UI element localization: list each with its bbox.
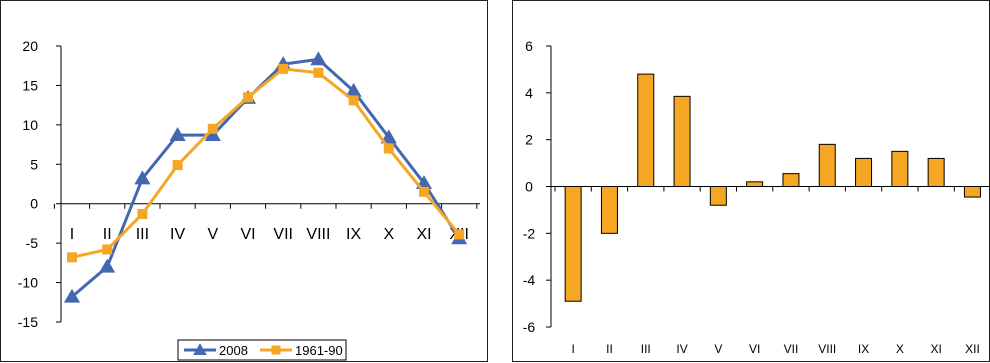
y-tick-label: -4 bbox=[523, 272, 536, 288]
y-tick-label: -15 bbox=[18, 314, 38, 330]
x-tick-label: VIII bbox=[818, 342, 836, 356]
data-point bbox=[271, 345, 281, 355]
temperature-line-chart: 20 15 10 5 0 -5 -10 -15 I II III IV V VI VII VIII IX X XI… bbox=[0, 0, 488, 362]
bar bbox=[818, 143, 836, 188]
bar bbox=[927, 157, 945, 187]
x-tick-label: XI bbox=[930, 342, 941, 356]
data-point bbox=[380, 129, 397, 144]
series-line bbox=[71, 67, 461, 259]
data-point bbox=[310, 51, 327, 66]
legend: 2008 1961-90 bbox=[177, 339, 347, 361]
y-tick-label: 2 bbox=[525, 132, 533, 148]
x-tick-label: VI bbox=[240, 226, 255, 243]
bar bbox=[891, 150, 909, 187]
bar bbox=[637, 73, 655, 187]
y-tick-label: 4 bbox=[525, 85, 533, 101]
data-point bbox=[345, 82, 362, 97]
y-tick-label: 20 bbox=[22, 38, 38, 54]
x-tick-label: IV bbox=[676, 342, 687, 356]
series-2008 bbox=[63, 51, 468, 303]
x-tick-label: XII bbox=[965, 342, 980, 356]
x-tick-label: IX bbox=[346, 226, 361, 243]
x-tick-label: X bbox=[896, 342, 904, 356]
x-tick-label: V bbox=[714, 342, 722, 356]
y-axis: 20 15 10 5 0 -5 -10 -15 bbox=[18, 38, 62, 330]
data-point bbox=[204, 127, 221, 141]
series-layer bbox=[63, 51, 468, 303]
x-tick-label: III bbox=[641, 342, 651, 356]
y-tick-label: 0 bbox=[525, 179, 533, 195]
data-point bbox=[193, 343, 207, 355]
x-tick-label: VIII bbox=[306, 226, 330, 243]
data-point bbox=[172, 160, 183, 171]
data-point bbox=[137, 208, 148, 219]
series-1961-90 bbox=[67, 63, 465, 263]
y-tick-label: -5 bbox=[26, 235, 39, 251]
data-point bbox=[454, 229, 465, 240]
x-tick-label: V bbox=[207, 226, 218, 243]
x-tick-label: XI bbox=[416, 226, 431, 243]
x-tick-label: VII bbox=[273, 226, 293, 243]
data-point bbox=[243, 92, 253, 103]
y-tick-label: 6 bbox=[525, 38, 533, 54]
x-tick-label: I bbox=[571, 342, 574, 356]
x-tick-label: IV bbox=[170, 226, 185, 243]
y-axis: 6 4 2 0 -2 -4 -6 bbox=[523, 38, 552, 335]
bar bbox=[709, 186, 727, 206]
data-point bbox=[207, 123, 218, 134]
y-tick-label: 10 bbox=[22, 117, 38, 133]
data-point bbox=[348, 95, 359, 106]
legend-label: 1961-90 bbox=[295, 343, 343, 358]
bar bbox=[600, 186, 618, 234]
data-point bbox=[169, 127, 186, 141]
series-line bbox=[71, 57, 461, 298]
y-tick-label: -6 bbox=[523, 319, 536, 335]
data-point bbox=[383, 143, 394, 154]
x-tick-label: II bbox=[606, 342, 613, 356]
x-tick-label: IX bbox=[858, 342, 869, 356]
legend-label: 2008 bbox=[219, 343, 248, 358]
bar bbox=[746, 181, 764, 187]
y-tick-label: -2 bbox=[523, 225, 536, 241]
x-tick-label: X bbox=[383, 226, 394, 243]
data-point bbox=[67, 252, 77, 263]
data-point bbox=[134, 170, 151, 185]
data-point bbox=[278, 63, 289, 74]
data-point bbox=[99, 258, 116, 273]
bar bbox=[963, 186, 981, 198]
bar bbox=[564, 186, 582, 302]
y-tick-label: 0 bbox=[30, 196, 38, 212]
y-tick-label: 15 bbox=[22, 77, 38, 93]
data-point bbox=[419, 186, 429, 197]
bar bbox=[673, 95, 691, 187]
x-tick-label: II bbox=[103, 226, 112, 243]
x-tick-label: VII bbox=[784, 342, 799, 356]
bar bbox=[782, 173, 800, 188]
x-tick-label: I bbox=[70, 226, 74, 243]
x-tick-label: VI bbox=[749, 342, 760, 356]
data-point bbox=[102, 244, 113, 255]
bar bbox=[855, 157, 873, 187]
bars-layer bbox=[564, 73, 981, 302]
anomaly-bar-chart: 6 4 2 0 -2 -4 -6 I II III IV V VI VII VIII IX X XI XII bbox=[512, 0, 990, 362]
x-tick-label: III bbox=[136, 226, 149, 243]
data-point bbox=[63, 288, 81, 303]
y-tick-label: 5 bbox=[30, 156, 38, 172]
data-point bbox=[313, 67, 324, 78]
y-tick-label: -10 bbox=[18, 275, 38, 291]
